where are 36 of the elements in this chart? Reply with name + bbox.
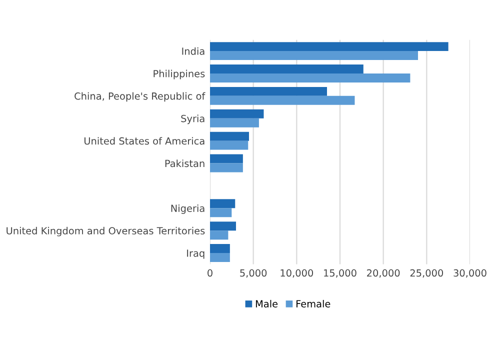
- y-tick-label: Syria: [181, 114, 204, 124]
- bar: [210, 199, 236, 208]
- bar: [210, 64, 364, 74]
- bar: [210, 132, 249, 141]
- x-tick-label: 5,000: [240, 269, 267, 278]
- bar: [210, 118, 259, 128]
- y-tick-label: Philippines: [154, 70, 205, 80]
- x-tick-label: 0: [208, 269, 212, 277]
- bar: [210, 230, 228, 240]
- y-tick-label: Nigeria: [171, 204, 204, 214]
- bar: [210, 42, 448, 52]
- bar: [210, 208, 232, 218]
- legend-label: Male: [256, 300, 278, 308]
- bar: [210, 253, 230, 262]
- y-tick-label: China, People's Republic of: [74, 92, 206, 102]
- x-tick-label: 10,000: [280, 269, 314, 278]
- y-tick-label: India: [182, 47, 204, 55]
- y-tick-label: Iraq: [187, 250, 204, 259]
- x-tick-label: 30,000: [454, 269, 486, 278]
- bar: [210, 154, 243, 164]
- bar: [210, 86, 327, 96]
- x-tick-label: 20,000: [367, 269, 400, 278]
- bar: [210, 73, 410, 82]
- bar: [210, 96, 355, 105]
- bar: [210, 51, 418, 60]
- x-tick-label: 15,000: [324, 269, 356, 278]
- bar: [210, 109, 264, 118]
- y-tick-label: United Kingdom and Overseas Territories: [6, 226, 205, 236]
- bar: [210, 244, 230, 254]
- y-tick-label: Pakistan: [165, 160, 204, 168]
- bar: [210, 222, 236, 231]
- legend-label: Female: [296, 300, 330, 308]
- x-tick-label: 25,000: [410, 269, 444, 278]
- bar: [210, 163, 243, 172]
- bar: [210, 140, 248, 150]
- y-tick-label: United States of America: [84, 137, 204, 145]
